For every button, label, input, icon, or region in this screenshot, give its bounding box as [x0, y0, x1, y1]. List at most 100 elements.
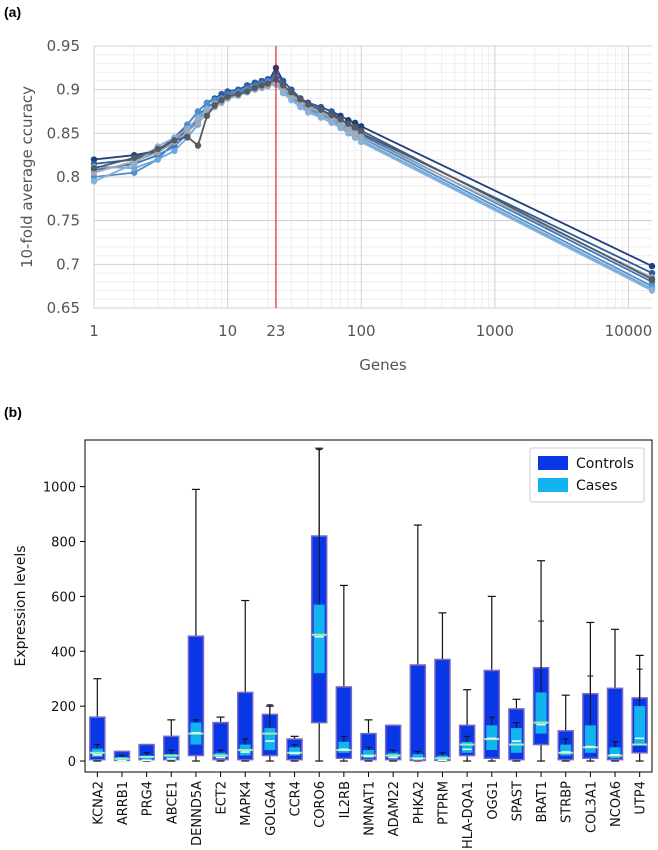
series-line-6: [93, 83, 653, 292]
x-tick-label: PHKA2: [412, 781, 427, 824]
series-point: [194, 114, 202, 121]
box-controls: [384, 724, 402, 761]
y-axis-label: 10-fold average ccuracy: [18, 86, 36, 268]
series-point: [328, 111, 335, 119]
x-tick-label: BRAT1: [535, 781, 550, 823]
panel-b-label: (b): [4, 404, 22, 420]
box-controls: [606, 687, 624, 761]
x-tick-label: GOLGA4: [264, 781, 279, 836]
x-tick-label: SPAST: [510, 781, 525, 821]
box-controls: [434, 658, 451, 762]
box-controls: [409, 664, 427, 762]
x-tick-label: PTPRM: [436, 781, 451, 825]
x-tick-label: OGG1: [486, 781, 501, 820]
series-point: [358, 133, 365, 141]
box-controls: [335, 686, 353, 760]
series-point: [194, 142, 202, 149]
series-point: [171, 147, 178, 154]
legend-swatch-cases: [538, 478, 568, 492]
x-tick-label: 10000: [605, 322, 653, 340]
series-point: [224, 93, 231, 100]
box-cases: [461, 741, 473, 753]
series-point: [203, 99, 211, 106]
x-tick-label: 1000: [476, 322, 514, 340]
x-tick-label: PRG4: [141, 781, 156, 816]
x-tick-label: ABCE1: [165, 781, 180, 824]
x-tick-label: IL2RB: [338, 781, 353, 818]
series-point: [297, 96, 304, 103]
series-point: [351, 130, 359, 137]
series-point: [203, 112, 211, 120]
series-point: [648, 275, 656, 283]
legend-swatch-controls: [538, 456, 568, 470]
x-tick-label: COL3A1: [584, 781, 599, 833]
series-point: [337, 116, 344, 123]
boxplot-expression: 0 200 400 600 800 1000 Expression levels KCNA2 A…: [13, 439, 653, 849]
box-cases: [535, 692, 547, 734]
legend-label-cases: Cases: [576, 478, 618, 494]
series-point: [243, 88, 251, 95]
y-tick-label: 0.9: [56, 81, 80, 99]
box-controls: [212, 721, 229, 761]
series-point: [345, 120, 352, 127]
series-point: [317, 114, 325, 121]
x-tick-label: CCR4: [289, 781, 304, 816]
series-point: [317, 106, 325, 113]
marker-label: 23: [266, 322, 285, 340]
box-cases: [412, 754, 424, 760]
x-tick-label: CORO6: [313, 781, 328, 828]
series-point: [184, 128, 191, 135]
box-cases: [264, 728, 276, 751]
series-point: [304, 101, 312, 108]
x-tick-label: ADAM22: [387, 781, 402, 836]
box-cases: [289, 747, 301, 756]
series-point: [258, 82, 265, 89]
y-tick-label: 1000: [43, 481, 76, 496]
line-chart-accuracy: 1 10 100 1000 10000 0.65 0.7 0.75 0.8 0.85 0.9 0.95…: [18, 37, 656, 374]
box-cases: [165, 754, 177, 760]
y-tick-label: 0.7: [56, 255, 80, 273]
y-tick-label: 200: [51, 700, 76, 715]
y-tick-label: 800: [51, 536, 76, 551]
x-tick-label: ARRB1: [116, 781, 131, 825]
series-point: [194, 119, 202, 127]
x-tick-label: DENND5A: [190, 781, 205, 846]
series-point: [358, 127, 365, 134]
series-point: [171, 137, 178, 144]
box-cases: [338, 741, 350, 753]
series-point: [251, 84, 259, 92]
x-tick-label: KCNA2: [91, 781, 106, 825]
x-tick-label: 10: [218, 322, 237, 340]
series-point: [279, 82, 287, 89]
series-line-8: [93, 78, 653, 280]
box-cases: [609, 747, 621, 759]
series-point: [90, 178, 98, 185]
series-point: [351, 124, 359, 131]
series-point: [131, 154, 138, 161]
series-point: [203, 105, 211, 113]
series-point: [279, 89, 287, 97]
series-point: [288, 96, 295, 104]
legend-label-controls: Controls: [576, 456, 634, 472]
y-tick-label: 0.75: [47, 212, 80, 230]
box-cases: [634, 706, 646, 745]
x-tick-label: STRBP: [560, 781, 575, 823]
x-tick-label: NCOA6: [609, 781, 624, 827]
x-tick-label: HLA-DQA1: [461, 781, 476, 849]
series-point: [218, 96, 225, 104]
series-point: [648, 262, 656, 270]
y-tick-label: 0: [68, 755, 76, 770]
series-point: [154, 145, 161, 153]
x-tick-label: UTP4: [634, 781, 649, 815]
x-tick-label: MAPK4: [239, 781, 254, 826]
box-cases: [313, 604, 325, 674]
series-point: [194, 108, 202, 115]
series-point: [184, 133, 191, 141]
series-point: [337, 124, 344, 132]
series-point: [211, 102, 218, 109]
box-cases: [560, 744, 572, 756]
series-point: [154, 156, 161, 163]
box-cases: [584, 725, 596, 753]
box-cases: [363, 750, 374, 759]
series-point: [648, 287, 656, 294]
